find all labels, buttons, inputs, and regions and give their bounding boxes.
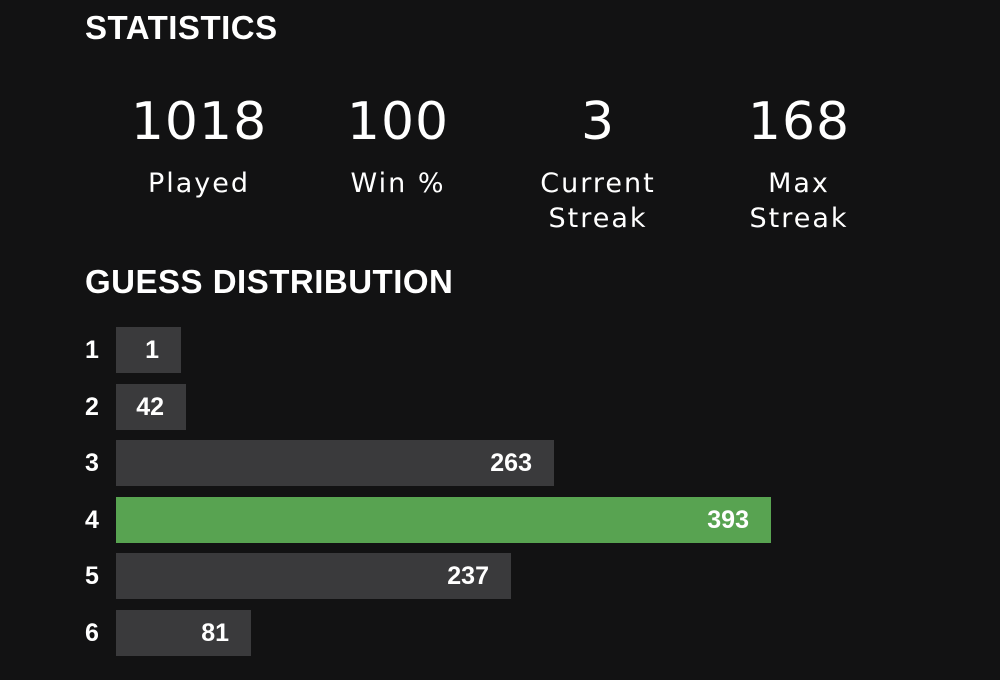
guess-number: 5 <box>85 562 99 590</box>
stat-max-streak: 168 Max Streak <box>689 92 909 236</box>
stat-win-percent: 100 Win % <box>288 92 508 201</box>
stat-played-value: 1018 <box>130 92 268 152</box>
guess-number: 1 <box>85 336 99 364</box>
guess-number: 6 <box>85 618 99 647</box>
distribution-bar: 1 <box>116 327 181 373</box>
distribution-bar: 81 <box>116 609 251 656</box>
stat-win-percent-label: Win % <box>350 168 446 199</box>
distribution-bar: 393 <box>116 496 771 543</box>
distribution-bar: 42 <box>116 383 186 430</box>
guess-distribution-title: GUESS DISTRIBUTION <box>85 263 454 300</box>
guess-number: 3 <box>85 449 99 477</box>
stat-max-streak-label: Max Streak <box>749 168 849 234</box>
stat-current-streak-value: 3 <box>580 92 616 152</box>
stat-played-label: Played <box>147 168 251 199</box>
guess-number: 4 <box>85 505 99 534</box>
stat-current-streak: 3 Current Streak <box>488 92 708 236</box>
stat-current-streak-label: Current Streak <box>540 168 656 234</box>
distribution-bar: 237 <box>116 553 511 599</box>
stat-played: 1018 Played <box>89 92 309 201</box>
stat-max-streak-value: 168 <box>747 92 851 152</box>
guess-number: 2 <box>85 392 99 421</box>
stat-win-percent-value: 100 <box>346 92 450 152</box>
statistics-title: STATISTICS <box>85 9 278 46</box>
distribution-bar: 263 <box>116 440 554 486</box>
